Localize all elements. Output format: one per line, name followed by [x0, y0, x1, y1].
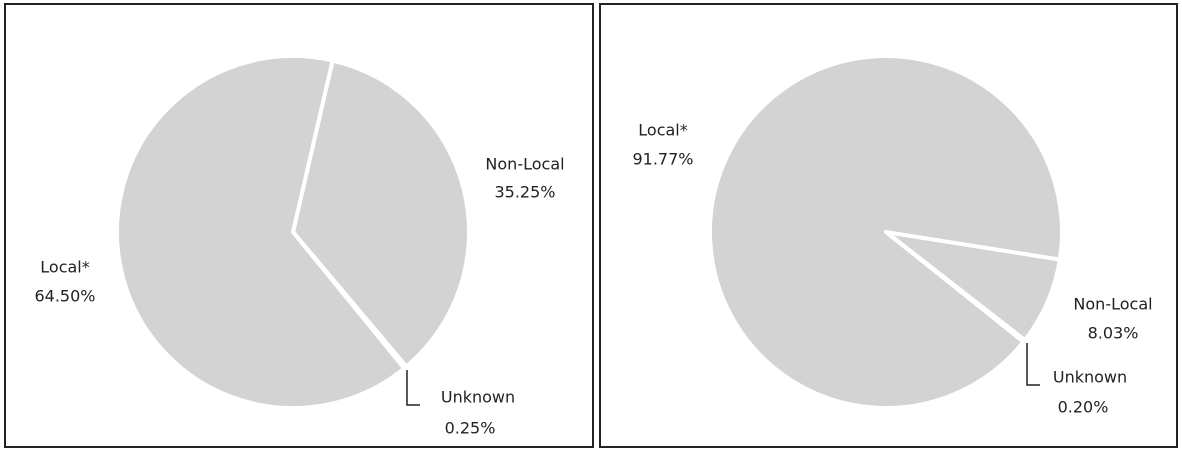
leader-line	[1026, 343, 1040, 386]
slice-label: Non-Local	[485, 155, 564, 174]
leader-line	[406, 370, 420, 406]
pie-slice	[708, 54, 1064, 410]
slice-value: 0.25%	[445, 419, 496, 438]
slice-value: 8.03%	[1088, 324, 1139, 343]
slice-value: 35.25%	[494, 183, 555, 202]
slice-value: 91.77%	[632, 150, 693, 169]
slice-label: Non-Local	[1073, 295, 1152, 314]
slice-value: 0.20%	[1058, 398, 1109, 417]
pie-slice	[115, 54, 407, 410]
slice-label: Local*	[638, 121, 687, 140]
slice-label: Unknown	[441, 388, 515, 407]
slice-label: Local*	[40, 258, 89, 277]
pie-slice	[291, 58, 471, 369]
slice-label: Unknown	[1053, 368, 1127, 387]
slice-value: 64.50%	[34, 287, 95, 306]
